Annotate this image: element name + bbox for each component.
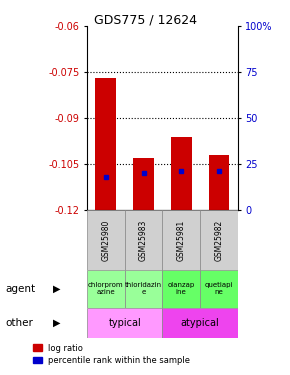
Bar [125, 270, 162, 308]
Text: GSM25981: GSM25981 [177, 219, 186, 261]
Text: other: other [6, 318, 34, 327]
Bar [162, 210, 200, 270]
Bar [125, 210, 162, 270]
Text: ▶: ▶ [53, 318, 60, 327]
Bar [133, 158, 154, 210]
Bar [162, 308, 238, 338]
Bar [87, 308, 162, 338]
Bar [200, 210, 238, 270]
Text: ▶: ▶ [53, 284, 60, 294]
Bar [171, 136, 192, 210]
Bar [87, 210, 125, 270]
Text: atypical: atypical [181, 318, 220, 327]
Text: olanzap
ine: olanzap ine [168, 282, 195, 295]
Text: GSM25983: GSM25983 [139, 219, 148, 261]
Text: GSM25980: GSM25980 [101, 219, 110, 261]
Text: agent: agent [6, 284, 36, 294]
Bar [95, 78, 116, 210]
Text: quetiapi
ne: quetiapi ne [205, 282, 233, 295]
Text: typical: typical [108, 318, 141, 327]
Text: chlorprom
azine: chlorprom azine [88, 282, 124, 295]
Bar [87, 270, 125, 308]
Bar [162, 270, 200, 308]
Text: thioridazin
e: thioridazin e [125, 282, 162, 295]
Text: GDS775 / 12624: GDS775 / 12624 [93, 13, 197, 26]
Text: GSM25982: GSM25982 [214, 219, 224, 261]
Bar [200, 270, 238, 308]
Legend: log ratio, percentile rank within the sample: log ratio, percentile rank within the sa… [33, 344, 190, 365]
Bar [209, 155, 229, 210]
